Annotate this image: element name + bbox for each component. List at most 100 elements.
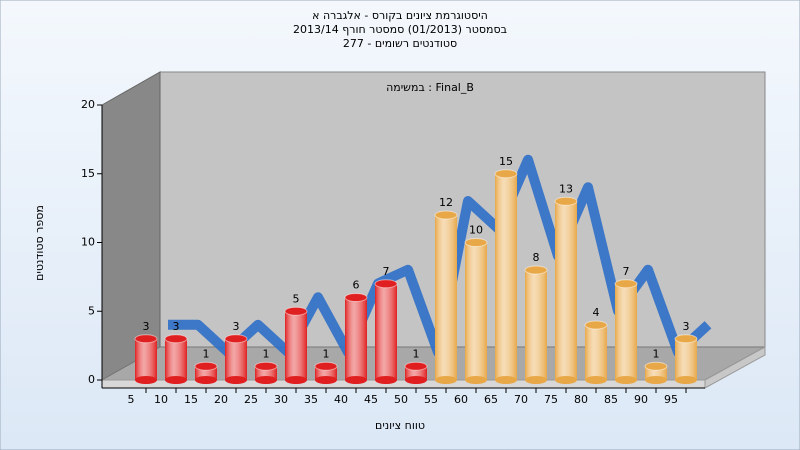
bar	[465, 242, 487, 380]
x-tick-label: 20	[214, 393, 228, 406]
x-tick-label: 90	[634, 393, 648, 406]
bar-bottom	[585, 376, 607, 384]
bar	[435, 215, 457, 380]
bar	[495, 173, 517, 380]
chart-subtitle: בסמסטר (01/2013) סמסטר חורף 2013/14	[293, 23, 507, 36]
bar-top	[434, 210, 458, 220]
bar	[375, 283, 397, 380]
data-label: 3	[143, 320, 150, 333]
bar-top	[344, 293, 368, 302]
data-label: 7	[623, 265, 630, 278]
side-wall	[101, 71, 161, 381]
bar	[615, 283, 637, 380]
data-label: 5	[293, 292, 300, 305]
x-tick-label: 40	[334, 393, 348, 406]
bar-top	[614, 279, 638, 289]
bar-bottom	[645, 376, 667, 384]
data-label: 13	[559, 182, 573, 195]
data-label: 1	[413, 347, 420, 360]
x-tick-label: 15	[184, 393, 198, 406]
bar-bottom	[315, 376, 337, 384]
bar-top	[194, 361, 218, 371]
chart-title: היסטוגרמת ציונים בקורס - אלגברה א	[312, 9, 488, 22]
bar-top	[374, 279, 398, 289]
x-tick-label: 25	[244, 393, 258, 406]
x-tick-label: 65	[484, 393, 498, 406]
y-tick-label: 20	[81, 98, 95, 111]
bar-bottom	[285, 376, 307, 384]
bar-top	[254, 361, 278, 371]
data-label: 1	[323, 347, 330, 360]
bar-top	[284, 306, 308, 316]
bar-top	[464, 238, 488, 247]
data-label: 1	[203, 347, 210, 360]
y-tick-label: 10	[81, 236, 95, 249]
bar-top	[224, 334, 248, 344]
bar	[285, 311, 307, 380]
data-label: 3	[683, 320, 690, 333]
bar	[165, 338, 187, 380]
data-label: 12	[439, 196, 453, 209]
bar-bottom	[675, 376, 697, 384]
bar-top	[164, 334, 188, 344]
x-tick-label: 50	[394, 393, 408, 406]
data-label: 1	[263, 347, 270, 360]
bar	[525, 270, 547, 380]
bar-top	[134, 334, 158, 344]
bar-top	[314, 361, 338, 371]
x-tick-label: 55	[424, 393, 438, 406]
x-axis-label: טווח ציונים	[375, 419, 425, 432]
bar-bottom	[225, 376, 247, 384]
y-tick-label: 5	[88, 304, 95, 317]
floor-edge	[101, 379, 706, 389]
bar-bottom	[405, 376, 427, 384]
data-label: 7	[383, 265, 390, 278]
bar	[555, 201, 577, 380]
data-label: 10	[469, 224, 483, 237]
bar-bottom	[525, 376, 547, 384]
data-label: 1	[653, 347, 660, 360]
data-label: 8	[533, 251, 540, 264]
x-tick-label: 30	[274, 393, 288, 406]
bar-bottom	[375, 376, 397, 384]
x-tick-label: 35	[304, 393, 318, 406]
bar-bottom	[345, 376, 367, 384]
data-label: 3	[173, 320, 180, 333]
bar-bottom	[165, 376, 187, 384]
bar-bottom	[495, 376, 517, 384]
bar-bottom	[555, 376, 577, 384]
bar-bottom	[255, 376, 277, 384]
data-label: 6	[353, 279, 360, 292]
bar-top	[404, 361, 428, 371]
y-tick-label: 15	[81, 167, 95, 180]
x-tick-label: 80	[574, 393, 588, 406]
bar-top	[584, 320, 608, 330]
y-axis-label: מספר סטודנטים	[33, 205, 46, 281]
annotation: במשימה : Final_B	[386, 81, 474, 94]
bar-bottom	[435, 376, 457, 384]
data-label: 3	[233, 320, 240, 333]
bar-bottom	[465, 376, 487, 384]
chart-subtitle: סטודנטים רשומים - 277	[343, 37, 457, 50]
bar	[225, 338, 247, 380]
bar-bottom	[195, 376, 217, 384]
bar	[345, 297, 367, 380]
bar-top	[524, 265, 548, 275]
x-tick-label: 75	[544, 393, 558, 406]
bar	[675, 338, 697, 380]
floor-edge	[704, 346, 766, 389]
x-tick-label: 70	[514, 393, 528, 406]
y-tick-label: 0	[88, 373, 95, 386]
bar-top	[674, 334, 698, 344]
bar-bottom	[135, 376, 157, 384]
x-tick-label: 60	[454, 393, 468, 406]
bar-top	[494, 169, 518, 179]
bar	[585, 325, 607, 380]
x-tick-label: 10	[154, 393, 168, 406]
bar-top	[644, 361, 668, 371]
x-tick-label: 95	[664, 393, 678, 406]
bar-top	[554, 196, 578, 206]
x-tick-label: 85	[604, 393, 618, 406]
